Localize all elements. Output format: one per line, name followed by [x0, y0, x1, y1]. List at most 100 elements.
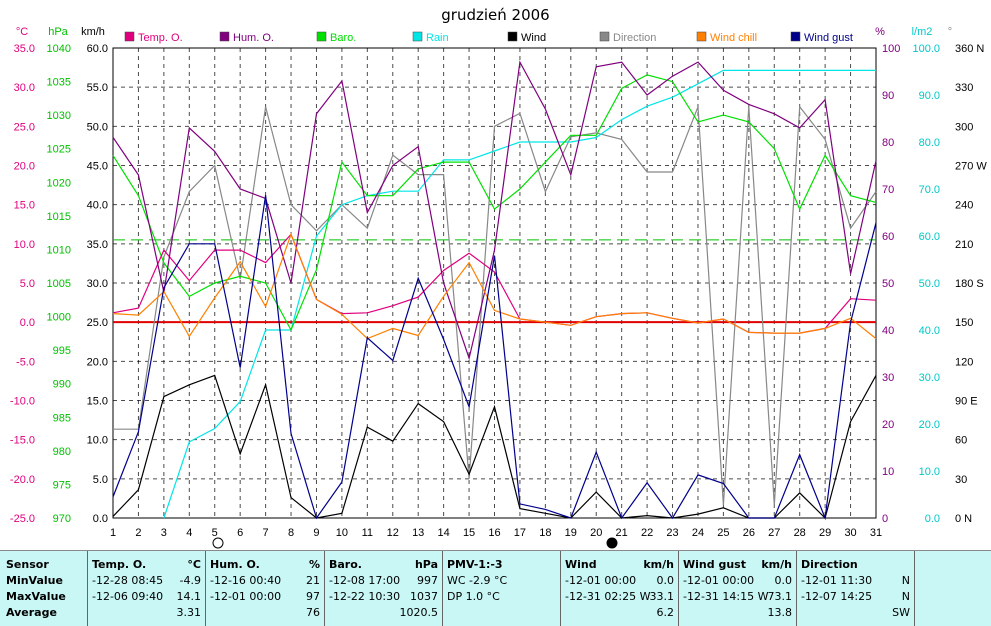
tick-label-baro: 985 [53, 412, 71, 424]
series-line-baro [112, 74, 877, 332]
weather-chart: 35.030.025.020.015.010.05.00.0-5.0-10.0-… [10, 26, 987, 549]
tick-label-hum: 100 [882, 43, 900, 55]
x-tick-label: 29 [819, 527, 831, 539]
x-tick-label: 4 [186, 527, 192, 539]
tick-label-baro: 1005 [47, 278, 71, 290]
stats-pmv-dp: DP 1.0 °C [447, 590, 500, 603]
stats-temp-header: Temp. O. [92, 558, 147, 571]
tick-label-wind: 60.0 [87, 43, 108, 55]
series-line-wind-chill [112, 232, 877, 340]
tick-label-hum: 20 [882, 419, 894, 431]
x-tick-label: 23 [666, 527, 678, 539]
legend-swatch [412, 31, 423, 42]
legend-label: Baro. [330, 32, 356, 44]
x-tick-label: 14 [438, 527, 450, 539]
tick-label-dir: 300 [955, 121, 973, 133]
stats-baro-min: 997 [417, 574, 438, 587]
tick-label-baro: 1020 [47, 177, 71, 189]
stats-baro-avg: 1020.5 [399, 606, 439, 619]
unit-hum: % [875, 26, 885, 38]
x-tick-label: 22 [641, 527, 653, 539]
x-tick-label: 1 [110, 527, 116, 539]
tick-label-dir: 240 [955, 200, 973, 212]
stats-gust-avg: 13.8 [767, 606, 793, 619]
tick-label-dir: 360 N [955, 43, 984, 55]
tick-label-baro: 970 [53, 513, 71, 525]
tick-label-baro: 980 [53, 446, 71, 458]
tick-label-temp: 30.0 [14, 82, 35, 94]
tick-label-temp: -15.0 [10, 435, 35, 447]
tick-label-rain: 60.0 [919, 231, 940, 243]
stats-col-gust: Wind gust km/h -12-01 00:00 0.0 -12-31 14:… [679, 551, 797, 626]
x-tick-label: 9 [313, 527, 319, 539]
stats-wind-unit: km/h [643, 558, 674, 571]
stats-gust-max: 73.1 [767, 590, 793, 603]
tick-label-wind: 35.0 [87, 239, 108, 251]
legend-label: Temp. O. [138, 32, 183, 44]
stats-hum-min: 21 [306, 574, 320, 587]
tick-label-rain: 40.0 [919, 325, 940, 337]
x-tick-label: 27 [768, 527, 780, 539]
tick-label-dir: 120 [955, 356, 973, 368]
tick-label-temp: 20.0 [14, 161, 35, 173]
stats-hum-unit: % [308, 558, 320, 571]
tick-label-baro: 1030 [47, 110, 71, 122]
stats-gust-min: 0.0 [774, 574, 793, 587]
tick-label-hum: 90 [882, 90, 894, 102]
legend-swatch [790, 31, 801, 42]
legend-swatch [599, 31, 610, 42]
tick-label-hum: 60 [882, 231, 894, 243]
new-moon-icon [606, 537, 618, 549]
series-line-direction [113, 105, 877, 505]
x-tick-label: 5 [212, 527, 218, 539]
tick-label-dir: 180 S [955, 278, 984, 290]
stats-temp-max-when: -12-06 09:40 [92, 590, 164, 603]
tick-label-rain: 0.0 [925, 513, 940, 525]
x-tick-label: 30 [844, 527, 856, 539]
stats-baro-max: 1037 [410, 590, 438, 603]
stats-wind-header: Wind [565, 558, 597, 571]
x-tick-label: 31 [870, 527, 882, 539]
x-tick-label: 18 [539, 527, 551, 539]
stats-hum-avg: 76 [306, 606, 320, 619]
x-tick-label: 26 [743, 527, 755, 539]
tick-label-wind: 15.0 [87, 396, 108, 408]
stats-wind-max: 33.1 [649, 590, 675, 603]
stats-col-hum: Hum. O.% -12-16 00:40 21 -12-01 00:00 97 7… [206, 551, 325, 626]
tick-label-temp: 15.0 [14, 200, 35, 212]
stats-gust-unit: km/h [761, 558, 792, 571]
tick-label-temp: -20.0 [10, 474, 35, 486]
stats-dir-max-when: -12-07 14:25 [801, 590, 873, 603]
stats-gust-header: Wind gust [683, 558, 746, 571]
tick-label-wind: 5.0 [93, 474, 108, 486]
x-tick-label: 19 [565, 527, 577, 539]
tick-label-dir: 30 [955, 474, 967, 486]
unit-temp: °C [16, 26, 28, 38]
legend-label: Direction [613, 32, 656, 44]
tick-label-dir: 150 [955, 317, 973, 329]
stats-gust-min-when: -12-01 00:00 [683, 574, 755, 587]
tick-label-rain: 10.0 [919, 466, 940, 478]
tick-label-wind: 10.0 [87, 435, 108, 447]
stats-col-temp: Temp. O. °C -12-28 08:45 -4.9 -12-06 09:40… [88, 551, 206, 626]
stats-baro-header: Baro. [329, 558, 362, 571]
stats-wind-max-when: -12-31 02:25 W [565, 590, 651, 603]
tick-label-wind: 40.0 [87, 200, 108, 212]
tick-label-temp: -25.0 [10, 513, 35, 525]
legend-label: Hum. O. [233, 32, 274, 44]
tick-label-rain: 20.0 [919, 419, 940, 431]
tick-label-hum: 80 [882, 137, 894, 149]
tick-label-temp: 5.0 [20, 278, 35, 290]
tick-label-baro: 995 [53, 345, 71, 357]
stats-dir-max: N [901, 590, 910, 603]
stats-baro-min-when: -12-08 17:00 [329, 574, 401, 587]
tick-label-dir: 0 N [955, 513, 972, 525]
x-tick-label: 17 [514, 527, 526, 539]
series-line-rain [163, 69, 876, 519]
tick-label-temp: 10.0 [14, 239, 35, 251]
x-tick-label: 24 [692, 527, 704, 539]
stats-temp-min: -4.9 [179, 574, 201, 587]
tick-label-wind: 30.0 [87, 278, 108, 290]
chart-title: grudzień 2006 [441, 6, 550, 24]
